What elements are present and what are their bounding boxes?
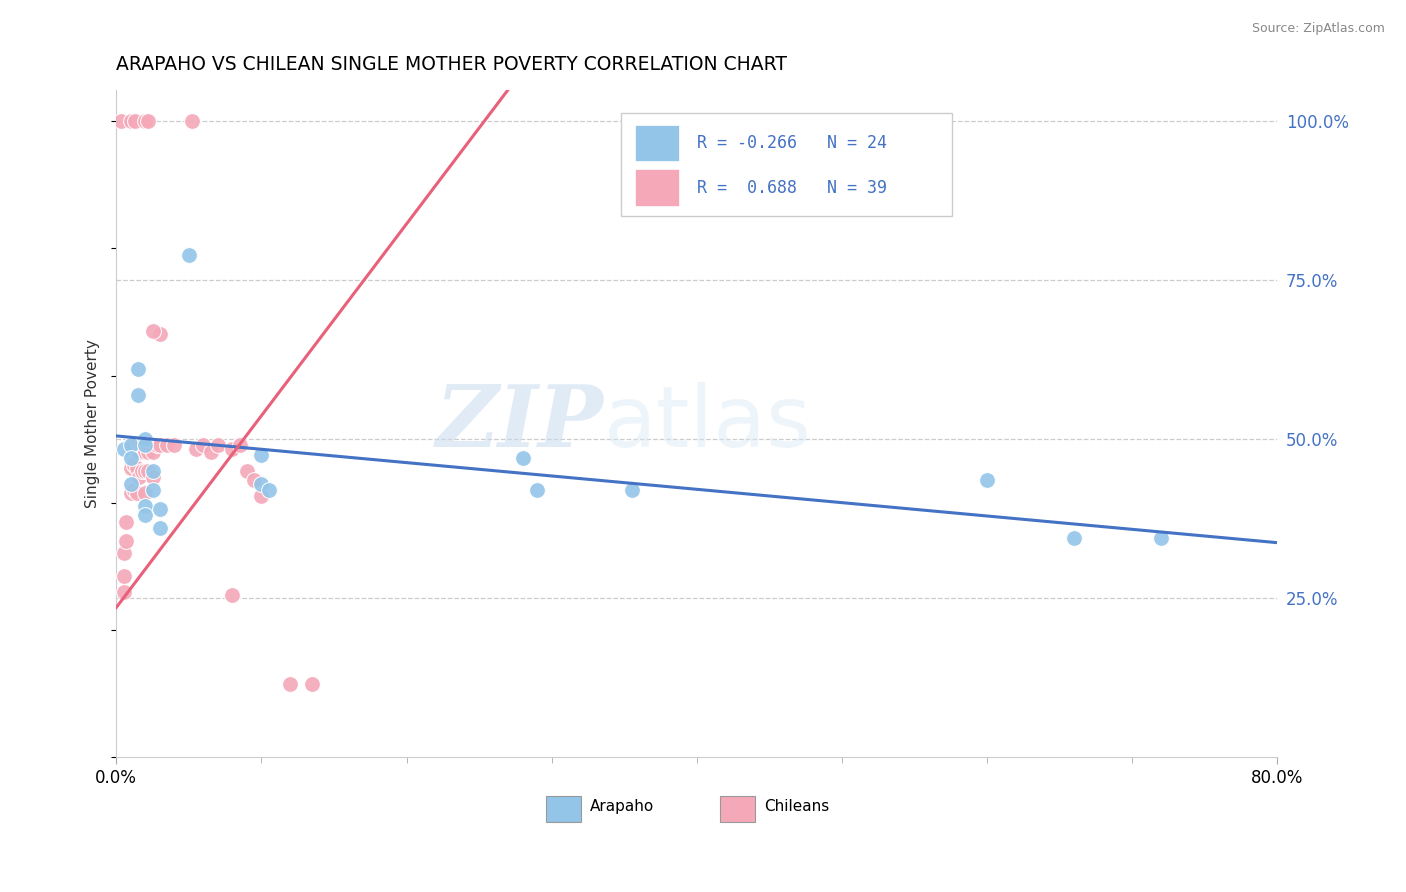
Point [184,442,207,456]
Point [134,432,156,446]
Text: Source: ZipAtlas.com: Source: ZipAtlas.com [1251,22,1385,36]
Point [115,533,138,548]
Point [207,438,229,452]
Point [120,460,142,475]
Point [112,568,135,582]
Point [228,438,250,452]
Point [221,588,243,602]
Point [125,486,148,500]
Point [142,483,165,497]
FancyBboxPatch shape [720,797,755,822]
Point [526,483,548,497]
Point [250,448,273,462]
Point [149,438,172,452]
Point [142,470,165,484]
Point [976,474,998,488]
Point [112,442,135,456]
Point [134,499,156,513]
Point [280,677,302,691]
Text: ZIP: ZIP [436,382,605,465]
Point [136,445,159,459]
Point [120,438,142,452]
Point [131,464,153,478]
Point [142,464,165,478]
Point [136,114,159,128]
Point [120,486,142,500]
Point [221,442,243,456]
Point [134,508,156,523]
Point [257,483,280,497]
Point [149,502,172,516]
Point [115,515,138,529]
Point [301,677,323,691]
Point [250,489,273,503]
Point [250,476,273,491]
Point [134,445,156,459]
Point [156,438,179,452]
Point [180,114,202,128]
Point [125,460,148,475]
Point [142,324,165,338]
Point [112,584,135,599]
Point [127,387,149,401]
Point [125,438,148,452]
Point [131,438,153,452]
Point [134,486,156,500]
Point [120,451,142,466]
Point [149,521,172,535]
Point [620,483,643,497]
Point [112,547,135,561]
FancyBboxPatch shape [636,169,679,206]
Point [146,438,169,452]
Point [149,327,172,342]
Point [120,438,142,452]
Point [142,445,165,459]
Point [124,114,146,128]
Point [134,438,156,452]
Text: Chileans: Chileans [765,799,830,814]
Point [134,464,156,478]
Point [122,458,145,472]
Point [110,114,132,128]
Point [236,464,259,478]
Point [127,362,149,376]
Point [512,451,534,466]
Point [243,474,266,488]
Text: Arapaho: Arapaho [591,799,654,814]
Point [200,445,222,459]
Point [193,438,215,452]
Point [136,464,159,478]
Point [120,476,142,491]
Point [122,483,145,497]
Point [128,470,150,484]
Point [177,248,200,262]
Point [122,438,145,452]
Text: atlas: atlas [605,382,813,465]
Point [1150,531,1173,545]
Point [163,438,186,452]
Text: R =  0.688   N = 39: R = 0.688 N = 39 [697,178,887,196]
Text: R = -0.266   N = 24: R = -0.266 N = 24 [697,134,887,152]
Point [134,114,156,128]
Y-axis label: Single Mother Poverty: Single Mother Poverty [86,339,100,508]
Point [1063,531,1085,545]
Point [128,445,150,459]
Text: ARAPAHO VS CHILEAN SINGLE MOTHER POVERTY CORRELATION CHART: ARAPAHO VS CHILEAN SINGLE MOTHER POVERTY… [117,55,787,74]
FancyBboxPatch shape [546,797,581,822]
FancyBboxPatch shape [621,113,952,217]
FancyBboxPatch shape [636,125,679,161]
Point [120,114,142,128]
